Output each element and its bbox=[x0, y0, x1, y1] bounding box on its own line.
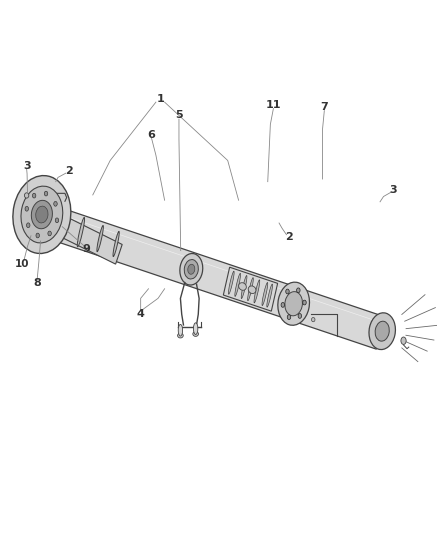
Ellipse shape bbox=[26, 223, 30, 228]
Text: 2: 2 bbox=[65, 166, 73, 176]
Ellipse shape bbox=[21, 186, 63, 243]
Text: 10: 10 bbox=[15, 259, 29, 269]
Ellipse shape bbox=[298, 313, 302, 318]
Text: 3: 3 bbox=[23, 161, 31, 171]
Ellipse shape bbox=[184, 260, 198, 279]
Ellipse shape bbox=[285, 292, 303, 316]
Text: 6: 6 bbox=[148, 130, 155, 140]
Text: 8: 8 bbox=[33, 278, 41, 288]
Ellipse shape bbox=[235, 273, 240, 296]
Ellipse shape bbox=[311, 318, 315, 322]
Ellipse shape bbox=[32, 200, 53, 229]
Ellipse shape bbox=[54, 201, 57, 206]
Ellipse shape bbox=[247, 278, 253, 301]
Ellipse shape bbox=[44, 191, 48, 196]
Text: 7: 7 bbox=[321, 102, 328, 112]
Ellipse shape bbox=[278, 282, 310, 325]
Ellipse shape bbox=[297, 288, 300, 293]
Ellipse shape bbox=[239, 282, 246, 290]
Polygon shape bbox=[223, 267, 278, 311]
Ellipse shape bbox=[193, 332, 198, 336]
Ellipse shape bbox=[113, 231, 119, 256]
Ellipse shape bbox=[177, 333, 183, 338]
Ellipse shape bbox=[25, 206, 28, 211]
Ellipse shape bbox=[267, 284, 272, 307]
Ellipse shape bbox=[281, 303, 285, 308]
Ellipse shape bbox=[248, 286, 256, 294]
Ellipse shape bbox=[303, 300, 306, 305]
Ellipse shape bbox=[32, 193, 36, 198]
Ellipse shape bbox=[194, 323, 198, 335]
Ellipse shape bbox=[369, 313, 396, 350]
Text: 2: 2 bbox=[285, 232, 293, 243]
Text: 3: 3 bbox=[389, 184, 397, 195]
Ellipse shape bbox=[97, 225, 103, 252]
Ellipse shape bbox=[55, 218, 59, 223]
Ellipse shape bbox=[25, 193, 29, 198]
Ellipse shape bbox=[180, 254, 203, 285]
Ellipse shape bbox=[77, 217, 85, 247]
Ellipse shape bbox=[36, 206, 48, 223]
Ellipse shape bbox=[287, 315, 291, 319]
Ellipse shape bbox=[262, 282, 268, 305]
Text: 5: 5 bbox=[175, 110, 183, 120]
Polygon shape bbox=[57, 209, 384, 349]
Polygon shape bbox=[57, 215, 122, 264]
Ellipse shape bbox=[286, 289, 289, 294]
Ellipse shape bbox=[178, 325, 183, 336]
Text: 1: 1 bbox=[156, 94, 164, 104]
Ellipse shape bbox=[36, 233, 39, 238]
Ellipse shape bbox=[229, 271, 234, 294]
Ellipse shape bbox=[254, 280, 260, 303]
Ellipse shape bbox=[48, 231, 51, 236]
Ellipse shape bbox=[375, 321, 389, 341]
Ellipse shape bbox=[241, 276, 247, 298]
Text: 9: 9 bbox=[82, 244, 90, 254]
Ellipse shape bbox=[13, 175, 71, 254]
Ellipse shape bbox=[188, 264, 195, 274]
Ellipse shape bbox=[401, 337, 406, 344]
Text: 4: 4 bbox=[137, 309, 145, 319]
Text: 11: 11 bbox=[266, 100, 281, 110]
